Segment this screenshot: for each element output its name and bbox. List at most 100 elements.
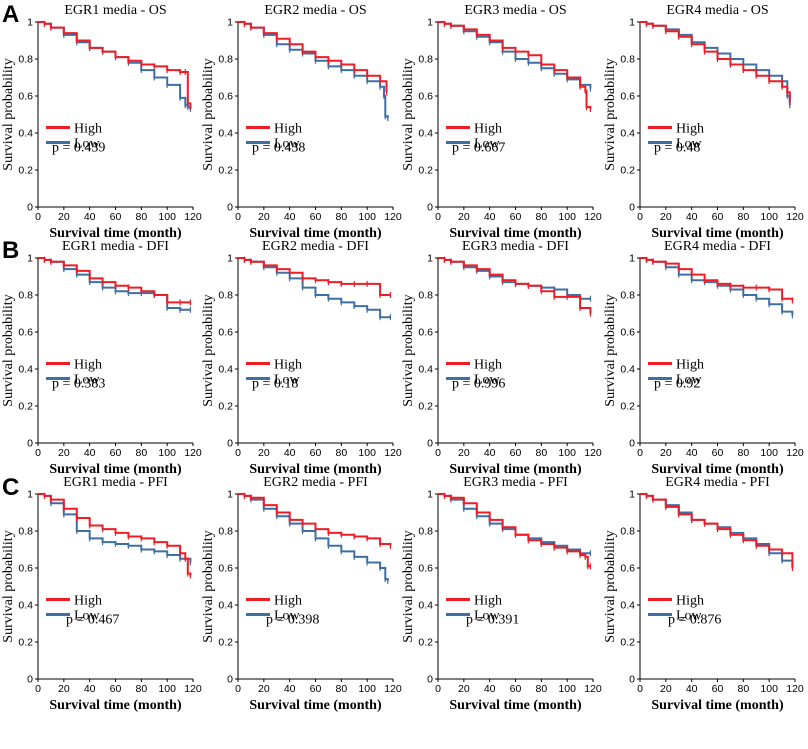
y-axis-label: Survival probability (201, 530, 216, 642)
x-tick-label: 120 (384, 447, 402, 459)
x-tick-label: 60 (510, 447, 522, 459)
km-plot-5: EGR1 media - DFI 0 0.2 0.4 0.6 0.8 1 0 20 40 60 80 1… (1, 239, 202, 477)
x-tick-label: 120 (584, 683, 602, 695)
x-tick-label: 60 (110, 683, 122, 695)
km-plot-12: EGR4 media - PFI 0 0.2 0.4 0.6 0.8 1 0 20 40 60 80 1… (603, 475, 804, 713)
km-curve-high (640, 493, 794, 568)
x-tick-label: 60 (310, 211, 322, 223)
x-tick-label: 120 (384, 211, 402, 223)
legend-label-low: Low (74, 136, 101, 151)
x-tick-label: 20 (58, 447, 70, 459)
legend-label-high: High (676, 593, 704, 608)
legend-label-low: Low (474, 372, 501, 387)
legend-label-high: High (74, 593, 102, 608)
km-curve-high (238, 21, 388, 93)
y-tick-label: 0.2 (218, 165, 233, 177)
x-tick-label: 100 (558, 447, 576, 459)
legend-label-low: Low (74, 608, 101, 623)
legend-label-high: High (676, 357, 704, 372)
y-tick-label: 1 (629, 253, 635, 265)
x-tick-label: 20 (458, 447, 470, 459)
y-tick-label: 1 (227, 489, 233, 501)
x-tick-label: 100 (760, 211, 778, 223)
x-tick-label: 0 (235, 447, 241, 459)
y-tick-label: 0.6 (18, 91, 33, 103)
x-tick-label: 40 (484, 447, 496, 459)
legend-label-high: High (274, 121, 302, 136)
plot-title: EGR2 media - OS (264, 3, 366, 18)
y-axis-label: Survival probability (401, 530, 416, 642)
legend-label-low: Low (676, 372, 703, 387)
km-curve-high (238, 257, 391, 296)
y-tick-label: 1 (27, 253, 33, 265)
x-tick-label: 40 (686, 447, 698, 459)
y-tick-label: 0 (629, 674, 635, 686)
y-tick-label: 0.4 (620, 600, 635, 612)
x-tick-label: 120 (184, 447, 202, 459)
y-tick-label: 0 (227, 438, 233, 450)
x-axis-label: Survival time (month) (49, 698, 182, 713)
panel-label-c: C (2, 474, 19, 501)
km-curve-high (38, 493, 192, 576)
km-curve-high (38, 257, 191, 304)
y-tick-label: 0.4 (218, 128, 233, 140)
y-tick-label: 0.8 (418, 54, 433, 66)
x-tick-label: 0 (637, 211, 643, 223)
y-tick-label: 0.6 (620, 327, 635, 339)
x-tick-label: 80 (335, 211, 347, 223)
x-tick-label: 120 (584, 211, 602, 223)
plot-title: EGR1 media - DFI (62, 239, 169, 254)
x-tick-label: 80 (335, 683, 347, 695)
km-plot-9: EGR1 media - PFI 0 0.2 0.4 0.6 0.8 1 0 20 40 60 80 1… (1, 475, 202, 713)
y-tick-label: 0.8 (620, 526, 635, 538)
x-tick-label: 40 (686, 211, 698, 223)
p-value: p = 0.383 (52, 377, 105, 392)
x-tick-label: 0 (435, 447, 441, 459)
x-tick-label: 40 (484, 683, 496, 695)
plot-title: EGR3 media - OS (464, 3, 566, 18)
x-tick-label: 60 (110, 211, 122, 223)
y-tick-label: 0.6 (218, 327, 233, 339)
panel-label-a: A (2, 1, 19, 28)
plot-title: EGR2 media - PFI (263, 475, 368, 490)
y-tick-label: 0.4 (218, 600, 233, 612)
y-tick-label: 0.6 (620, 563, 635, 575)
x-axis-label: Survival time (month) (249, 462, 382, 477)
y-tick-label: 0 (27, 438, 33, 450)
y-tick-label: 0.6 (18, 327, 33, 339)
km-plot-6: EGR2 media - DFI 0 0.2 0.4 0.6 0.8 1 0 20 40 60 80 1… (201, 239, 402, 477)
y-tick-label: 1 (427, 253, 433, 265)
y-tick-label: 0.8 (218, 54, 233, 66)
y-axis-label: Survival probability (603, 294, 618, 406)
y-tick-label: 0.2 (218, 637, 233, 649)
plot-title: EGR1 media - OS (64, 3, 166, 18)
y-tick-label: 0.8 (418, 526, 433, 538)
km-curve-high (438, 493, 591, 568)
x-tick-label: 20 (258, 683, 270, 695)
x-axis-label: Survival time (month) (651, 226, 784, 241)
y-tick-label: 0.4 (418, 128, 433, 140)
x-tick-label: 0 (35, 683, 41, 695)
km-curve-high (640, 21, 791, 102)
km-curve-high (640, 257, 794, 301)
x-tick-label: 120 (786, 447, 804, 459)
y-tick-label: 0.4 (18, 600, 33, 612)
x-tick-label: 40 (84, 683, 96, 695)
y-tick-label: 0.4 (18, 128, 33, 140)
x-tick-label: 120 (184, 211, 202, 223)
x-tick-label: 20 (58, 211, 70, 223)
km-plot-8: EGR4 media - DFI 0 0.2 0.4 0.6 0.8 1 0 20 40 60 80 1… (603, 239, 804, 477)
legend-label-high: High (474, 593, 502, 608)
p-value: p = 0.439 (52, 141, 105, 156)
x-tick-label: 80 (535, 683, 547, 695)
y-tick-label: 1 (27, 17, 33, 29)
x-tick-label: 120 (786, 211, 804, 223)
x-tick-label: 40 (484, 211, 496, 223)
y-tick-label: 0.6 (418, 91, 433, 103)
y-tick-label: 0 (629, 438, 635, 450)
legend-label-high: High (474, 121, 502, 136)
x-tick-label: 100 (358, 683, 376, 695)
y-tick-label: 0.8 (620, 54, 635, 66)
x-axis-label: Survival time (month) (449, 462, 582, 477)
p-value: p = 0.398 (266, 613, 319, 628)
